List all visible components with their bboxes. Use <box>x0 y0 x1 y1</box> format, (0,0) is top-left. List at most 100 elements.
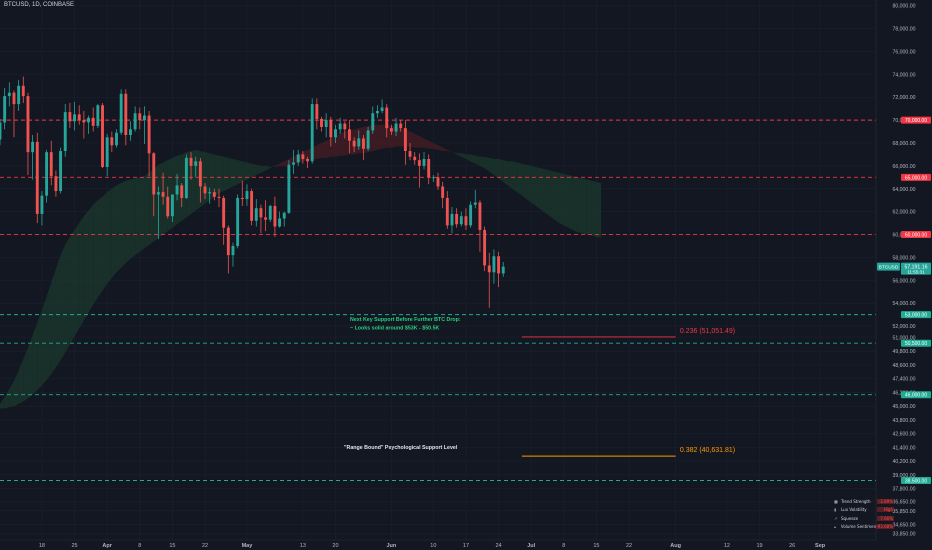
price-tick-label: 41,400.00 <box>892 445 915 451</box>
candle-down <box>315 104 319 119</box>
cloud-segment-bearish <box>438 145 443 152</box>
cloud-segment-bullish <box>219 155 224 194</box>
candle-down <box>385 107 389 129</box>
cloud-segment-bullish <box>479 156 485 169</box>
cloud-segment-bearish <box>382 124 387 149</box>
candle-up <box>380 107 384 111</box>
price-tick-label: 72,000.00 <box>892 95 915 101</box>
cloud-segment-bullish <box>0 396 5 409</box>
level-badge <box>901 477 931 485</box>
time-axis[interactable]: 18 25 Apr 8 15 22 May 13 20 Jun 10 17 24 Jul 8 15 22 Aug 1… <box>0 539 932 550</box>
time-tick-label: 13 <box>300 543 306 549</box>
cloud-segment-bullish <box>521 163 527 200</box>
candle-up <box>231 245 235 256</box>
price-tick-label: 58,000.00 <box>892 255 915 261</box>
time-tick-label: 19 <box>756 543 762 549</box>
stats-value: -3.89% <box>877 498 894 504</box>
cloud-segment-bullish <box>475 155 480 166</box>
cloud-segment-bullish <box>13 370 19 407</box>
candle-up <box>422 159 426 166</box>
time-tick-label: 8 <box>562 543 565 549</box>
stats-value: 7.66% <box>877 515 894 521</box>
cloud-segment-bullish <box>587 179 592 236</box>
candle-down <box>124 93 128 135</box>
candle-down <box>497 256 501 274</box>
range-annotation: "Range Bound" Psychological Support Leve… <box>344 445 458 451</box>
cloud-segment-bearish <box>316 143 322 160</box>
candle-down <box>483 229 487 266</box>
cloud-segment-bullish <box>484 156 490 172</box>
candle-up <box>501 266 505 274</box>
cloud-segment-bullish <box>177 154 182 225</box>
cloud-segment-bullish <box>461 153 466 160</box>
price-axis-bg <box>876 0 932 550</box>
price-tick-label: 42,600.00 <box>892 432 915 438</box>
candle-up <box>45 152 49 196</box>
cloud-segment-bearish <box>340 131 345 156</box>
cloud-segment-bearish <box>284 159 289 166</box>
candle-up <box>324 120 328 127</box>
cloud-segment-bullish <box>465 154 471 162</box>
candle-down <box>487 265 491 273</box>
last-price-countdown: 11:55:31 <box>907 270 925 275</box>
candle-down <box>436 177 440 187</box>
cloud-segment-bullish <box>228 157 233 189</box>
candle-down <box>264 217 268 220</box>
candle-up <box>338 123 342 130</box>
cloud-segment-bullish <box>246 162 252 180</box>
fib-levels: 0.236 (51,051.49) 0.382 (40,631.81) <box>521 328 735 457</box>
candle-down <box>138 113 142 121</box>
candle-down <box>329 120 333 138</box>
cloud-segment-bullish <box>41 296 47 386</box>
cloud-segment-bullish <box>573 176 578 233</box>
time-tick-label: Aug <box>670 543 681 549</box>
price-axis[interactable]: 80,000.00 78,000.00 76,000.00 74,000.00 72,0… <box>875 0 932 550</box>
candle-down <box>259 208 263 218</box>
cloud-segment-bullish <box>596 181 602 238</box>
cloud-segment-bullish <box>531 165 536 206</box>
cloud-segment-bullish <box>55 255 61 368</box>
cloud-segment-bullish <box>559 172 564 226</box>
price-tick-label: 47,400.00 <box>892 377 915 383</box>
candle-up <box>282 212 286 219</box>
price-tick-label: 80,000.00 <box>892 4 915 10</box>
cloud-segment-bullish <box>568 175 574 230</box>
candle-up <box>208 192 212 194</box>
fib-label: 0.236 (51,051.49) <box>680 328 735 335</box>
price-tick-label: 40,200.00 <box>892 459 915 465</box>
candle-up <box>115 132 118 146</box>
candle-down <box>180 185 184 198</box>
cloud-segment-bullish <box>582 178 588 235</box>
candle-down <box>320 118 323 127</box>
candles <box>0 76 505 308</box>
time-tick-label: Jun <box>387 543 397 549</box>
cloud-segment-bullish <box>60 244 66 361</box>
level-badge-label: 46,000.00 <box>905 393 927 399</box>
candle-down <box>399 123 403 129</box>
candle-down <box>68 112 72 122</box>
cloud-segment-bullish <box>65 236 70 353</box>
price-tick-label: 45,000.00 <box>892 404 915 410</box>
cloud-segment-bullish <box>265 165 271 171</box>
cloud-segment-bullish <box>223 156 229 192</box>
cloud-segment-bullish <box>498 159 504 182</box>
price-tick-label: 76,000.00 <box>892 49 915 55</box>
candle-down <box>189 157 193 166</box>
candle-up <box>236 197 240 246</box>
candle-up <box>459 216 463 225</box>
wave-icon: ↗ <box>834 515 838 521</box>
candle-down <box>427 159 431 178</box>
stats-table: ■ Trend Strength -3.89% ▮ Lux Volatility High… <box>834 497 894 531</box>
candle-down <box>445 197 449 226</box>
cloud-segment-bullish <box>125 179 131 264</box>
cloud-segment-bullish <box>46 282 52 380</box>
time-tick-label: 8 <box>138 543 141 549</box>
candle-up <box>105 137 109 168</box>
price-tick-label: 34,650.00 <box>892 523 915 529</box>
cloud-segment-bullish <box>79 216 84 329</box>
horizontal-levels <box>0 119 876 481</box>
cloud-segment-bearish <box>354 128 359 155</box>
price-tick-label: 52,000.00 <box>892 324 915 330</box>
cloud-segment-bullish <box>549 170 555 220</box>
